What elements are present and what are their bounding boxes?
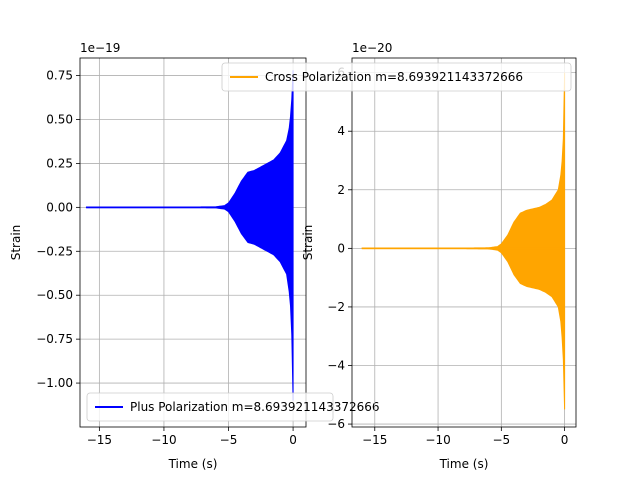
plus-polarization-chart: −15 −10 −5 0 0.75 0.50 0.25 0.00 −0.25 −0.50 −0.75… [9, 41, 380, 471]
y-tick-label: −2 [327, 300, 345, 314]
x-tick-label: 0 [289, 433, 297, 447]
x-tick-label: −15 [87, 433, 112, 447]
x-axis-label: Time (s) [439, 457, 489, 471]
axes-frame [79, 57, 307, 428]
legend: Plus Polarization m=8.693921143372666 [86, 392, 380, 422]
y-tick-label: −4 [327, 359, 345, 373]
y-tick-label: 0 [337, 241, 345, 255]
x-axis-label: Time (s) [168, 457, 218, 471]
x-tick-label: −10 [425, 433, 450, 447]
y-tick-label: −0.50 [36, 288, 73, 302]
y-axis-label: Strain [301, 225, 315, 261]
y-tick-label: 0.50 [46, 113, 73, 127]
axes-frame [351, 57, 577, 428]
x-tick-label: −5 [220, 433, 238, 447]
series-envelope-0 [361, 72, 566, 410]
x-tick-label: −15 [362, 433, 387, 447]
x-tick-label: −10 [151, 433, 176, 447]
y-tick-label: 0.00 [46, 200, 73, 214]
y-tick-label: 0.75 [46, 69, 73, 83]
y-offset-label: 1e−20 [352, 41, 392, 55]
y-offset-label: 1e−19 [80, 41, 120, 55]
legend-box [221, 62, 572, 92]
legend-entry: Cross Polarization m=8.693921143372666 [265, 70, 523, 84]
y-tick-label: 2 [337, 183, 345, 197]
legend-box [86, 392, 334, 422]
legend-entry: Plus Polarization m=8.693921143372666 [130, 400, 380, 414]
legend: Cross Polarization m=8.693921143372666 [221, 62, 572, 92]
y-tick-label: −0.75 [36, 332, 73, 346]
x-tick-label: 0 [561, 433, 569, 447]
y-axis-label: Strain [9, 225, 23, 261]
y-tick-label: −6 [327, 417, 345, 431]
y-tick-label: −0.25 [36, 244, 73, 258]
x-tick-label: −5 [492, 433, 510, 447]
y-tick-label: −1.00 [36, 376, 73, 390]
y-tick-label: 4 [337, 124, 345, 138]
y-tick-label: 0.25 [46, 156, 73, 170]
